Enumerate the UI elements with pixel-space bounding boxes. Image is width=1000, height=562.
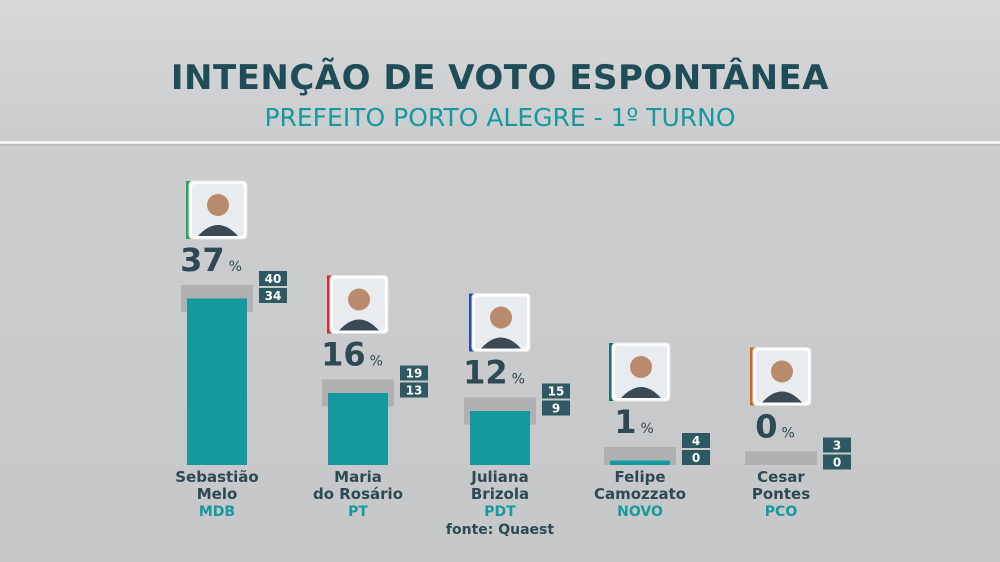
- lower-bound-label: 13: [406, 384, 423, 398]
- value-label: 37%: [180, 241, 242, 279]
- lower-bound-box: [542, 400, 570, 416]
- avatar-maria-do-rosario: [333, 278, 385, 331]
- candidate-name-line2: Camozzato: [594, 485, 686, 503]
- candidate-name-line1: Juliana: [470, 468, 528, 486]
- data-bar: [328, 393, 388, 465]
- avatar-head: [348, 288, 370, 311]
- upper-bound-label: 3: [833, 439, 841, 453]
- upper-bound-label: 40: [265, 272, 282, 286]
- lower-bound-label: 0: [692, 451, 700, 465]
- avatar-felipe-camozzato: [615, 346, 667, 398]
- avatar-shoulders: [621, 387, 661, 398]
- candidate-name-line1: Sebastião: [175, 468, 259, 486]
- lower-bound-box: [400, 382, 428, 398]
- party-label: PCO: [765, 504, 798, 520]
- avatar-cesar-pontes: [756, 350, 808, 403]
- lower-bound-label: 0: [833, 456, 841, 470]
- avatar-shoulders: [339, 319, 379, 331]
- candidate-name-line2: Brizola: [471, 485, 529, 503]
- error-range-band: [745, 451, 817, 465]
- candidate-name-line1: Maria: [334, 468, 382, 486]
- lower-bound-box: [823, 454, 851, 470]
- candidate-name-line2: do Rosário: [313, 485, 403, 503]
- header-divider: [0, 141, 1000, 144]
- chart-title: INTENÇÃO DE VOTO ESPONTÂNEA: [170, 58, 830, 98]
- avatar-juliana-brizola: [475, 296, 527, 349]
- avatar-head: [630, 356, 652, 378]
- value-label: 0%: [755, 408, 795, 446]
- value-label: 12%: [463, 354, 525, 392]
- candidate-name-line2: Pontes: [752, 485, 810, 503]
- lower-bound-box: [259, 288, 287, 303]
- value-label: 16%: [321, 336, 383, 374]
- source-note: fonte: Quaest: [445, 522, 555, 538]
- avatar-sebastiao-melo: [192, 184, 244, 236]
- upper-bound-box: [823, 437, 851, 453]
- upper-bound-box: [259, 271, 287, 286]
- avatar-head: [207, 194, 229, 216]
- avatar-shoulders: [198, 225, 238, 236]
- candidate-name-line1: Cesar: [757, 468, 805, 486]
- party-label: PDT: [484, 504, 516, 520]
- upper-bound-label: 19: [406, 367, 423, 381]
- upper-bound-label: 15: [548, 385, 565, 399]
- party-label: NOVO: [617, 504, 663, 520]
- lower-bound-label: 34: [265, 289, 282, 303]
- candidate-name-line2: Melo: [197, 485, 238, 503]
- party-label: MDB: [199, 504, 235, 520]
- lower-bound-label: 9: [552, 402, 560, 416]
- avatar-head: [490, 306, 512, 329]
- upper-bound-box: [400, 365, 428, 381]
- data-bar: [610, 460, 670, 465]
- upper-bound-box: [542, 383, 570, 399]
- candidate-name-line1: Felipe: [614, 468, 665, 486]
- header-band: [0, 0, 1000, 142]
- data-bar: [470, 411, 530, 465]
- avatar-shoulders: [481, 337, 521, 349]
- data-bar: [187, 298, 247, 465]
- party-label: PT: [348, 504, 368, 520]
- avatar-head: [771, 360, 793, 383]
- upper-bound-label: 4: [692, 434, 700, 448]
- value-label: 1%: [614, 403, 654, 441]
- chart-subtitle: PREFEITO PORTO ALEGRE - 1º TURNO: [264, 103, 736, 132]
- lower-bound-box: [682, 450, 710, 465]
- avatar-shoulders: [762, 391, 802, 403]
- upper-bound-box: [682, 433, 710, 448]
